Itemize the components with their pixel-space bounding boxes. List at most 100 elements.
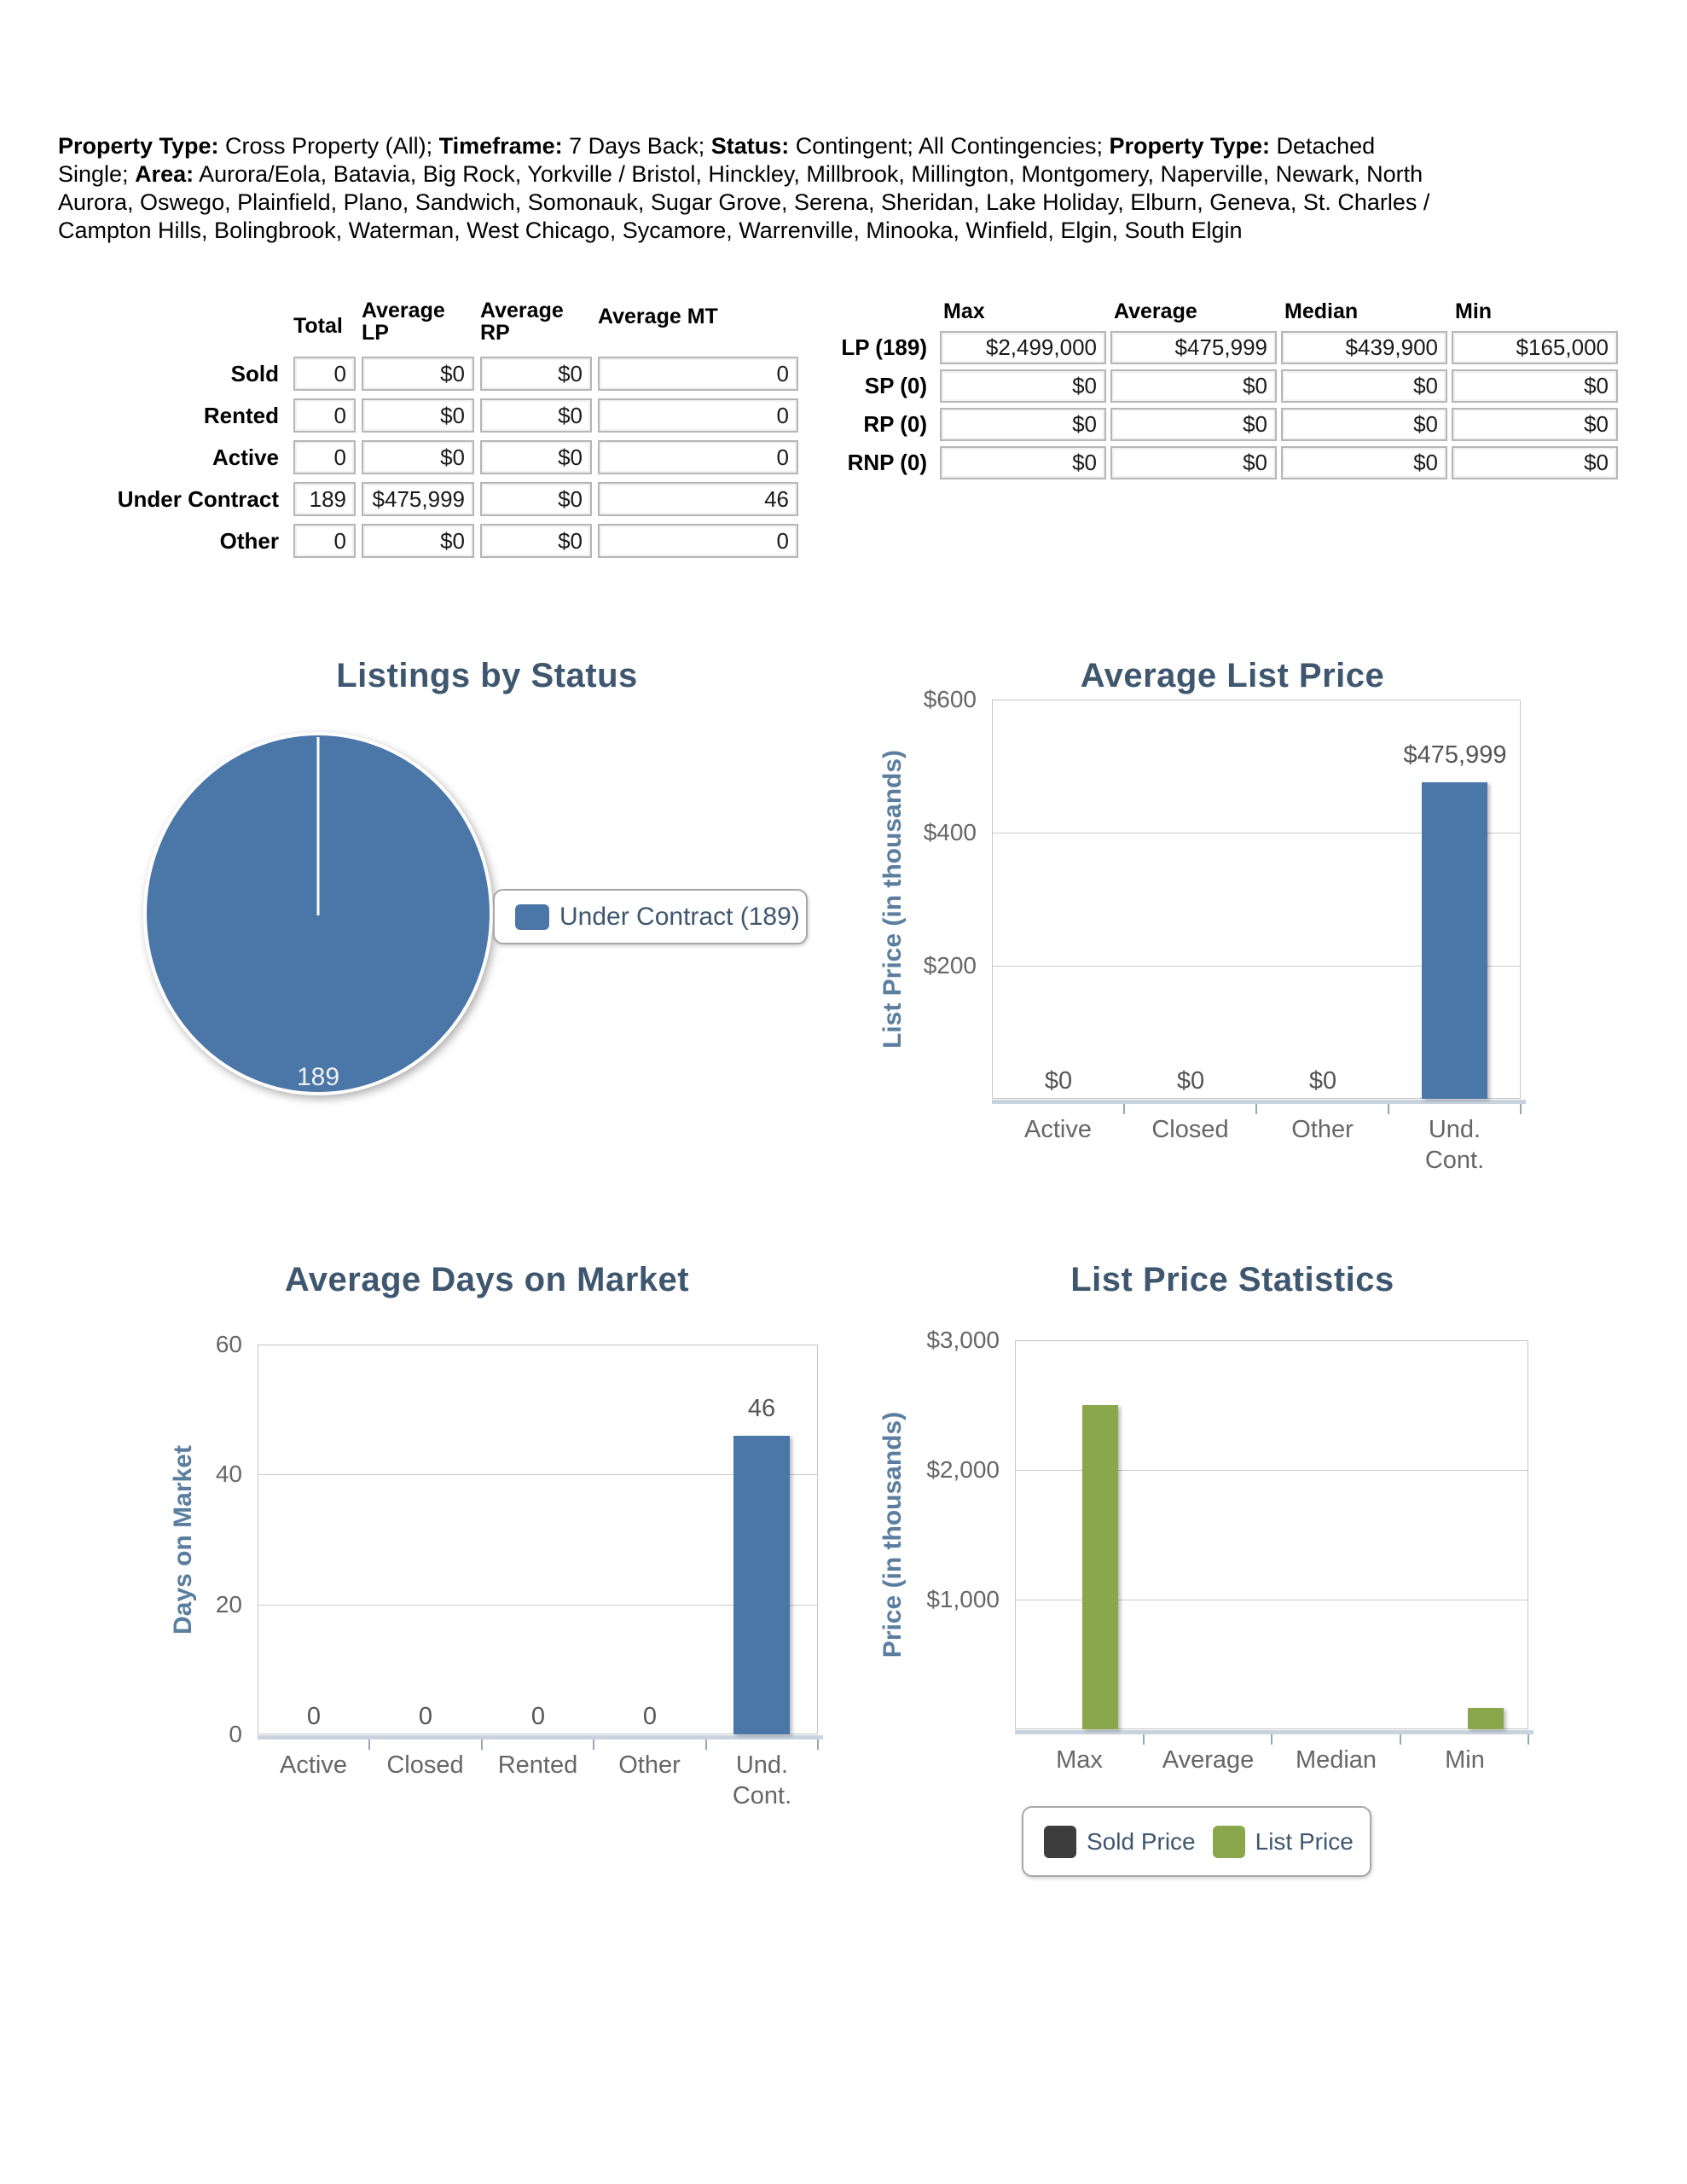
value-cell-under-contract-average-mt: 46 <box>598 482 798 516</box>
under-contract-189-swatch <box>515 903 549 930</box>
legend-label-sold-price: Sold Price <box>1087 1827 1196 1855</box>
sold-price-swatch <box>1044 1825 1076 1858</box>
x-axis-tick <box>1271 1734 1272 1745</box>
value-label-rented: 0 <box>530 1703 546 1730</box>
value-cell-other-total: 0 <box>293 524 356 558</box>
value-cell-rp-0-average: $0 <box>1110 408 1277 441</box>
value-cell-other-average-rp: $0 <box>480 524 592 558</box>
x-axis-tick <box>481 1740 483 1750</box>
table-corner-spacer <box>91 296 287 349</box>
legend-label-under-contract-189: Under Contract (189) <box>559 902 800 931</box>
value-cell-active-average-lp: $0 <box>362 440 474 474</box>
value-cell-under-contract-average-rp: $0 <box>480 482 592 516</box>
gridline-400 <box>993 833 1520 834</box>
column-header-total: Total <box>293 314 343 338</box>
y-tick-label-3-000: $3,000 <box>926 1327 1000 1353</box>
x-axis-tick <box>1255 1104 1257 1114</box>
x-category-label-other: Other <box>1291 1116 1354 1143</box>
criteria-field-label: Status: <box>710 133 790 159</box>
y-tick-label-40: 40 <box>215 1461 242 1487</box>
value-cell-rnp-0-min: $0 <box>1452 446 1618 479</box>
y-tick-label-20: 20 <box>215 1591 242 1618</box>
row-label-rented: Rented <box>203 402 279 428</box>
x-category-label-und-cont: Und. Cont. <box>1424 1116 1485 1174</box>
x-category-label-other: Other <box>618 1751 681 1779</box>
x-axis-tick <box>1388 1104 1389 1114</box>
value-label-und-cont: $475,999 <box>1403 741 1507 769</box>
value-cell-lp-189-max: $2,499,000 <box>940 331 1106 364</box>
value-label-active: 0 <box>306 1703 322 1730</box>
criteria-field-label: Property Type: <box>58 133 219 159</box>
row-label-active: Active <box>212 444 279 470</box>
gridline-2-000 <box>1016 1470 1528 1471</box>
pie-data-label: 189 <box>296 1063 340 1091</box>
column-header-average-lp: Average LP <box>362 299 445 345</box>
value-cell-under-contract-average-lp: $475,999 <box>362 482 474 516</box>
criteria-field-label: Property Type: <box>1109 133 1271 159</box>
value-cell-lp-189-min: $165,000 <box>1452 331 1618 364</box>
y-tick-label-200: $200 <box>923 952 977 979</box>
x-category-label-median: Median <box>1295 1746 1377 1774</box>
y-tick-label-2-000: $2,000 <box>926 1456 1000 1483</box>
x-category-label-closed: Closed <box>386 1751 464 1779</box>
bar-list-price-min <box>1468 1708 1504 1729</box>
value-cell-rented-average-mt: 0 <box>598 398 798 433</box>
chart-legend: Sold Price List Price <box>1022 1806 1371 1877</box>
x-category-label-closed: Closed <box>1151 1116 1229 1143</box>
row-label-lp-189: LP (189) <box>841 334 927 360</box>
average-days-on-market-chart: Average Days on Market Days on Market 60… <box>94 1237 853 1851</box>
value-cell-sp-0-median: $0 <box>1281 369 1447 403</box>
x-axis-tick <box>705 1740 707 1750</box>
row-label-sp-0: SP (0) <box>864 373 927 398</box>
value-cell-lp-189-average: $475,999 <box>1110 331 1277 364</box>
chart-title: Average List Price <box>1080 657 1385 694</box>
value-cell-rnp-0-median: $0 <box>1281 446 1447 479</box>
status-summary-table: Total Average LP Average RP Average MT Sold 0… <box>91 296 798 558</box>
value-cell-sold-total: 0 <box>293 357 356 391</box>
legend-label-list-price: List Price <box>1255 1827 1354 1855</box>
column-header-max: Max <box>943 299 985 323</box>
pie-slice-under-contract <box>143 732 493 1095</box>
list-price-statistics-chart: List Price Statistics Price (in thousand… <box>844 1237 1620 1911</box>
gridline-200 <box>993 966 1520 967</box>
x-category-label-und-cont: Und. Cont. <box>732 1751 792 1809</box>
y-tick-label-600: $600 <box>923 686 977 712</box>
value-cell-rnp-0-average: $0 <box>1110 446 1277 479</box>
value-label-other: 0 <box>642 1703 658 1730</box>
x-category-label-rented: Rented <box>497 1751 578 1779</box>
value-cell-sold-average-rp: $0 <box>480 357 592 391</box>
value-label-active: $0 <box>1044 1067 1073 1095</box>
chart-title: List Price Statistics <box>1070 1261 1394 1298</box>
x-category-label-max: Max <box>1056 1746 1103 1774</box>
value-cell-rnp-0-max: $0 <box>940 446 1106 479</box>
row-label-other: Other <box>219 527 279 554</box>
x-axis-line <box>992 1100 1526 1104</box>
value-cell-sold-average-mt: 0 <box>598 357 798 391</box>
value-label-und-cont: 46 <box>747 1395 776 1422</box>
x-axis-tick <box>1123 1104 1125 1114</box>
x-axis-tick <box>1143 1734 1145 1745</box>
value-cell-active-average-mt: 0 <box>598 440 798 474</box>
y-axis-title: Price (in thousands) <box>878 1411 907 1658</box>
x-axis-tick <box>1520 1104 1522 1114</box>
value-cell-rented-average-lp: $0 <box>362 398 474 433</box>
y-tick-label-60: 60 <box>215 1331 242 1357</box>
column-header-median: Median <box>1284 299 1359 323</box>
row-label-rp-0: RP (0) <box>863 411 927 437</box>
value-label-closed: $0 <box>1176 1067 1205 1095</box>
criteria-field-label: Timeframe: <box>438 133 563 159</box>
bar-und-cont <box>1422 782 1487 1099</box>
value-cell-rp-0-min: $0 <box>1452 408 1618 441</box>
table-corner-spacer <box>802 296 936 326</box>
value-cell-other-average-mt: 0 <box>598 524 798 558</box>
plot-area <box>258 1345 818 1734</box>
average-list-price-chart: Average List Price List Price (in thousa… <box>844 631 1620 1211</box>
bar-list-price-max <box>1082 1405 1118 1729</box>
gridline-20 <box>258 1605 817 1606</box>
listings-by-status-chart: Listings by Status 189 Under Contract (18… <box>94 631 853 1160</box>
value-cell-rp-0-median: $0 <box>1281 408 1447 441</box>
list-price-swatch <box>1212 1825 1245 1858</box>
value-cell-active-total: 0 <box>293 440 356 474</box>
x-category-label-active: Active <box>1024 1116 1092 1143</box>
